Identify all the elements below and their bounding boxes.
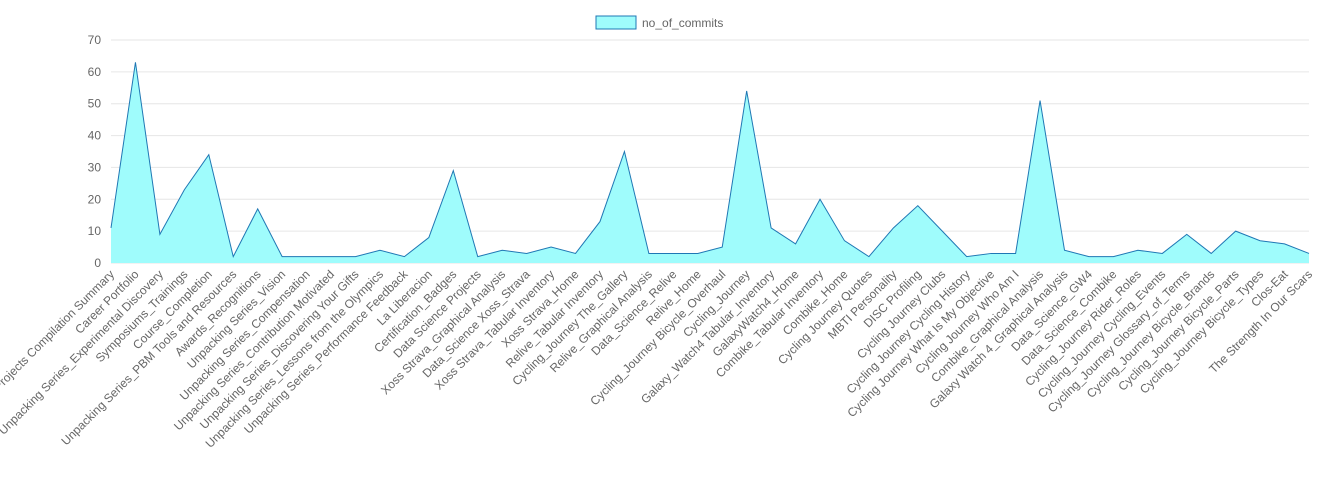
- y-tick-label: 70: [88, 33, 102, 47]
- y-tick-label: 10: [88, 224, 102, 238]
- data-series-area: [110, 62, 1310, 263]
- y-tick-label: 0: [94, 256, 101, 270]
- area-fill: [111, 62, 1309, 263]
- grid-lines: [111, 39, 1309, 264]
- y-tick-label: 60: [88, 65, 102, 79]
- legend-swatch: [595, 15, 637, 30]
- y-tick-label: 50: [88, 97, 102, 111]
- y-tick-label: 30: [88, 160, 102, 174]
- series-line: [110, 62, 1310, 259]
- chart-legend[interactable]: no_of_commits: [595, 15, 723, 30]
- y-tick-label: 40: [88, 129, 102, 143]
- y-axis: 0 10 20 30 40 50 60 70: [88, 33, 102, 270]
- legend-label: no_of_commits: [642, 16, 723, 30]
- y-tick-label: 20: [88, 192, 102, 206]
